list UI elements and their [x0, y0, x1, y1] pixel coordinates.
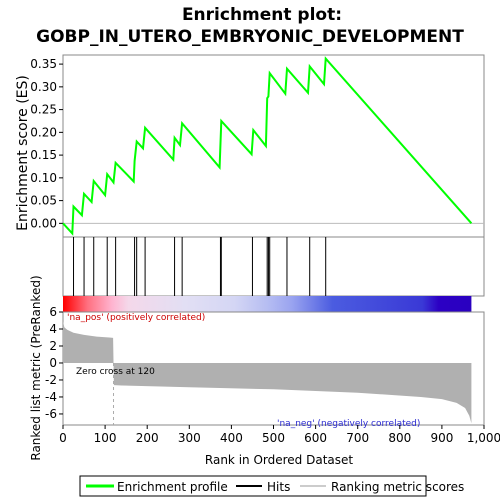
x-tick-label: 400	[220, 431, 243, 445]
metric-y-tick-label: 2	[49, 339, 57, 353]
es-y-tick-label: 0.15	[30, 148, 57, 162]
hits-panel-frame	[62, 236, 485, 297]
es-y-tick-label: 0.10	[30, 171, 57, 185]
legend: Enrichment profile Hits Ranking metric s…	[79, 475, 464, 497]
metric-y-tick-label: -4	[45, 390, 57, 404]
pos-correlated-label: 'na_pos' (positively correlated)	[67, 313, 205, 323]
metric-y-axis: -6 -4 -2 0 2 4 6	[45, 305, 63, 421]
es-y-tick-label: 0.35	[30, 57, 57, 71]
es-y-tick-label: 0.30	[30, 80, 57, 94]
x-tick-label: 900	[430, 431, 453, 445]
x-tick-label: 1,000	[467, 431, 500, 445]
x-tick-label: 500	[262, 431, 285, 445]
ranking-color-bar	[63, 296, 472, 312]
es-y-tick-label: 0.20	[30, 125, 57, 139]
legend-enrichment-label: Enrichment profile	[117, 480, 228, 494]
metric-y-tick-label: 4	[49, 322, 57, 336]
ranking-metric-area	[63, 321, 472, 424]
hit-marks	[73, 237, 327, 296]
metric-panel: -6 -4 -2 0 2 4 6 'na_pos' (positively correlat…	[29, 275, 485, 461]
x-tick-label: 600	[304, 431, 327, 445]
x-axis-label: Rank in Ordered Dataset	[205, 453, 353, 467]
x-axis: 0 100 200 300 400 500 600 700 800 900 1,000	[59, 425, 500, 445]
es-y-tick-label: 0.25	[30, 103, 57, 117]
x-tick-label: 0	[59, 431, 67, 445]
zero-cross-label: Zero cross at 120	[76, 367, 155, 377]
chart-title-line-2: GOBP_IN_UTERO_EMBRYONIC_DEVELOPMENT	[36, 27, 464, 47]
metric-y-axis-label: Ranked list metric (PreRanked)	[29, 275, 43, 460]
es-panel: 0.00 0.05 0.10 0.15 0.20 0.25 0.30 0.35 Enrichm…	[15, 54, 485, 238]
hits-panel	[62, 236, 485, 297]
chart-title-line-1: Enrichment plot:	[182, 5, 342, 25]
es-y-axis: 0.00 0.05 0.10 0.15 0.20 0.25 0.30 0.35	[30, 57, 484, 230]
x-tick-label: 800	[388, 431, 411, 445]
metric-y-tick-label: 6	[49, 305, 57, 319]
neg-correlated-label: 'na_neg' (negatively correlated)	[277, 419, 420, 429]
metric-y-tick-label: 0	[49, 356, 57, 370]
es-y-axis-label: Enrichment score (ES)	[15, 75, 31, 231]
es-panel-frame	[62, 54, 485, 238]
legend-metric-label: Ranking metric scores	[331, 480, 464, 494]
metric-y-tick-label: -2	[45, 373, 57, 387]
x-tick-label: 100	[94, 431, 117, 445]
metric-y-tick-label: -6	[45, 407, 57, 421]
es-y-tick-label: 0.05	[30, 194, 57, 208]
x-tick-label: 300	[178, 431, 201, 445]
x-tick-label: 700	[346, 431, 369, 445]
es-y-tick-label: 0.00	[30, 216, 57, 230]
legend-hits-label: Hits	[267, 480, 290, 494]
x-tick-label: 200	[136, 431, 159, 445]
enrichment-profile-line	[62, 56, 473, 236]
